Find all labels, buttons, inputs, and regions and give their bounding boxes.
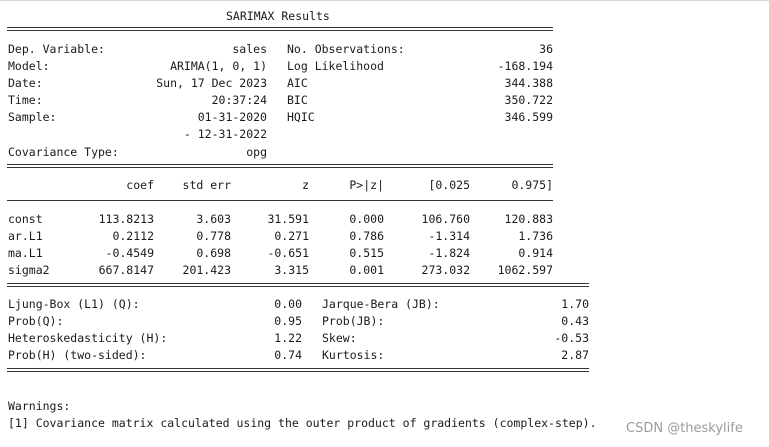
warning-line: [1] Covariance matrix calculated using t…: [8, 416, 597, 430]
summary-left-label: Model:: [8, 59, 50, 73]
summary-left-label: Date:: [8, 76, 43, 90]
diagnostic-label: Jarque-Bera (JB):: [322, 297, 440, 311]
coef-cell: -0.4549: [105, 246, 154, 260]
coef-cell: -1.314: [428, 229, 470, 243]
summary-left-value: - 12-31-2022: [183, 127, 267, 141]
coef-cell: 0.271: [274, 229, 309, 243]
coef-cell: 0.515: [349, 246, 384, 260]
coef-header-cell: z: [302, 178, 309, 192]
coef-cell: 0.914: [518, 246, 553, 260]
coef-header-rule: [7, 200, 553, 201]
summary-right-value: 350.722: [504, 93, 553, 107]
summary-left-value: ARIMA(1, 0, 1): [170, 59, 267, 73]
summary-left-value: opg: [246, 145, 267, 159]
summary-left-value: sales: [232, 42, 267, 56]
summary-left-value: 01-31-2020: [197, 110, 267, 124]
coef-cell: 273.032: [421, 263, 470, 277]
diagnostics-bottom-rule: [7, 368, 589, 372]
coef-cell: -1.824: [428, 246, 470, 260]
diagnostic-label: Heteroskedasticity (H):: [8, 331, 168, 345]
summary-right-label: Log Likelihood: [287, 59, 384, 73]
summary-right-value: -168.194: [497, 59, 553, 73]
diagnostics-top-rule: [7, 283, 589, 287]
warnings-heading: Warnings:: [8, 399, 71, 413]
coef-row-name: const: [8, 212, 43, 226]
watermark: CSDN @theskylife: [626, 421, 743, 436]
coef-cell: 120.883: [504, 212, 553, 226]
coef-cell: 31.591: [267, 212, 309, 226]
coef-header-cell: 0.975]: [511, 178, 553, 192]
coef-header-cell: [0.025: [428, 178, 470, 192]
coef-cell: 667.8147: [98, 263, 154, 277]
coef-header-cell: coef: [126, 178, 154, 192]
diagnostic-value: 2.87: [561, 348, 589, 362]
diagnostic-label: Ljung-Box (L1) (Q):: [8, 297, 140, 311]
coef-cell: 113.8213: [98, 212, 154, 226]
summary-left-value: 20:37:24: [211, 93, 267, 107]
coef-table-top-rule: [7, 164, 553, 168]
summary-right-value: 344.388: [504, 76, 553, 90]
diagnostic-label: Prob(H) (two-sided):: [8, 348, 147, 362]
coef-cell: 0.786: [349, 229, 384, 243]
coef-cell: 0.778: [196, 229, 231, 243]
summary-left-label: Dep. Variable:: [8, 42, 105, 56]
summary-right-label: BIC: [287, 93, 308, 107]
coef-cell: 201.423: [182, 263, 231, 277]
diagnostic-label: Kurtosis:: [322, 348, 385, 362]
coef-cell: 0.698: [196, 246, 231, 260]
summary-left-label: Sample:: [8, 110, 57, 124]
summary-right-label: AIC: [287, 76, 308, 90]
coef-header-cell: P>|z|: [349, 178, 384, 192]
diagnostic-value: 1.22: [274, 331, 302, 345]
top-border: [0, 0, 769, 1]
summary-right-label: HQIC: [287, 110, 315, 124]
coef-header-cell: std err: [182, 178, 231, 192]
coef-cell: 3.315: [274, 263, 309, 277]
coef-row-name: sigma2: [8, 263, 50, 277]
summary-right-label: No. Observations:: [287, 42, 405, 56]
coef-cell: 0.2112: [112, 229, 154, 243]
diagnostic-label: Prob(Q):: [8, 314, 64, 328]
summary-left-value: Sun, 17 Dec 2023: [156, 76, 267, 90]
diagnostic-label: Prob(JB):: [322, 314, 385, 328]
diagnostic-value: 0.95: [274, 314, 302, 328]
diagnostic-value: 1.70: [561, 297, 589, 311]
diagnostic-value: -0.53: [554, 331, 589, 345]
coef-cell: 1.736: [518, 229, 553, 243]
diagnostic-value: 0.43: [561, 314, 589, 328]
header-double-rule: [7, 27, 553, 31]
summary-right-value: 346.599: [504, 110, 553, 124]
diagnostic-value: 0.00: [274, 297, 302, 311]
coef-row-name: ar.L1: [8, 229, 43, 243]
coef-cell: 0.001: [349, 263, 384, 277]
summary-left-label: Time:: [8, 93, 43, 107]
coef-cell: 106.760: [421, 212, 470, 226]
summary-right-value: 36: [539, 42, 553, 56]
coef-cell: 1062.597: [497, 263, 553, 277]
coef-row-name: ma.L1: [8, 246, 43, 260]
coef-cell: 3.603: [196, 212, 231, 226]
results-title: SARIMAX Results: [226, 9, 330, 23]
diagnostic-value: 0.74: [274, 348, 302, 362]
coef-cell: 0.000: [349, 212, 384, 226]
coef-cell: -0.651: [267, 246, 309, 260]
diagnostic-label: Skew:: [322, 331, 357, 345]
summary-left-label: Covariance Type:: [8, 145, 119, 159]
